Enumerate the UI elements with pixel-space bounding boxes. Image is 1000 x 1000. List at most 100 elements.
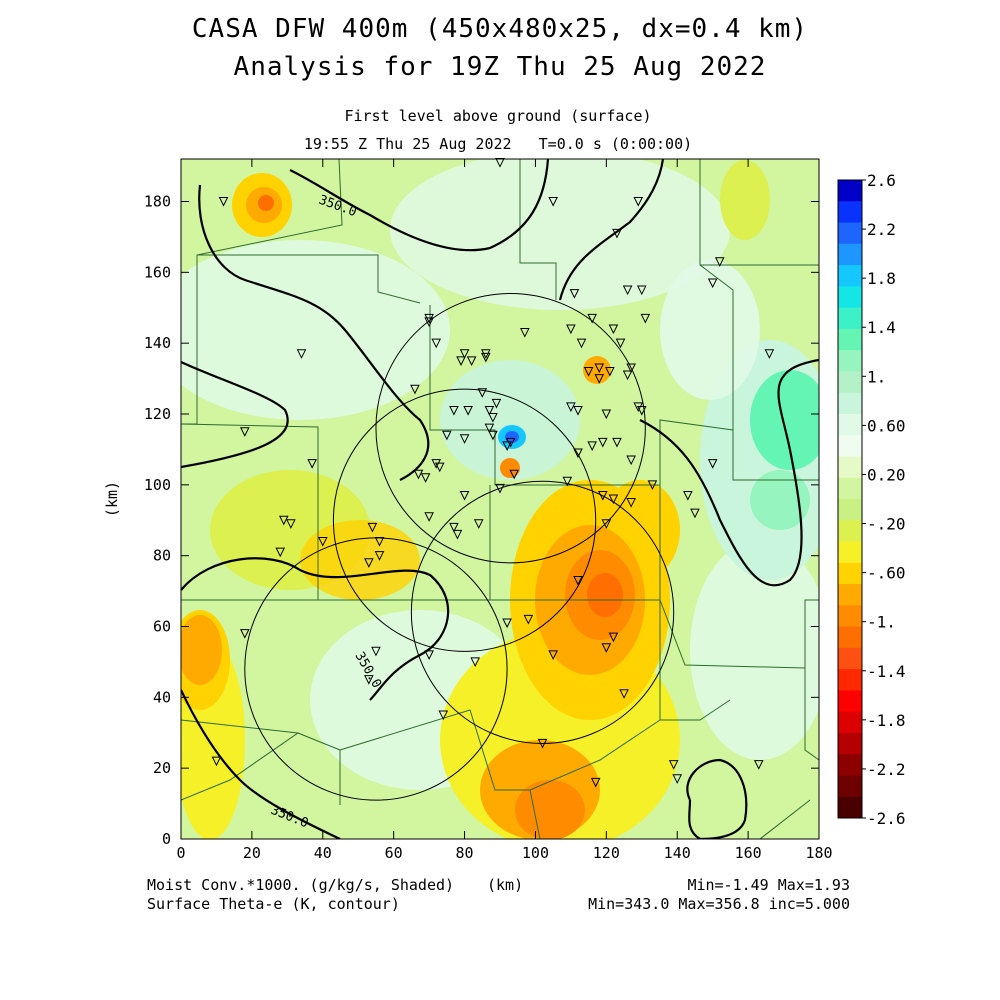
radar-ring [375, 292, 646, 564]
colorbar-swatch [838, 562, 862, 585]
y-tick-label: 20 [153, 759, 171, 777]
station-marker [636, 285, 647, 296]
station-marker [622, 285, 633, 296]
station-marker [608, 324, 619, 335]
colorbar-label: -1.4 [867, 662, 906, 681]
station-marker [587, 313, 597, 324]
station-marker [374, 551, 385, 561]
station-marker [608, 632, 619, 643]
station-marker [612, 228, 622, 239]
convergence-shading [181, 159, 819, 839]
station-marker [364, 558, 374, 568]
station-marker [605, 367, 615, 377]
shaded-range: Min=-1.49 Max=1.93 [687, 876, 850, 894]
y-tick-label: 100 [144, 476, 171, 494]
colorbar-swatch [838, 413, 862, 436]
x-tick-label: 20 [243, 844, 261, 862]
colorbar-swatch [838, 201, 862, 224]
colorbar-label: 2.6 [867, 171, 896, 190]
colorbar-swatch [838, 754, 862, 776]
colorbar-label: 0.60 [867, 416, 906, 435]
colorbar-swatch [838, 796, 862, 819]
colorbar-label: 1.4 [867, 318, 896, 337]
colorbar-swatch [838, 371, 862, 394]
y-tick-label: 80 [153, 547, 171, 565]
station-marker [622, 370, 633, 381]
station-marker [587, 441, 597, 451]
station-marker [367, 522, 378, 533]
station-marker [449, 405, 459, 416]
y-tick-label: 140 [144, 334, 171, 352]
colorbar-swatch [838, 690, 862, 713]
station-marker [239, 629, 250, 639]
station-marker [491, 398, 502, 409]
station-marker [562, 476, 573, 487]
station-marker [548, 650, 558, 660]
station-marker [594, 374, 605, 384]
radar-ring [410, 480, 675, 744]
station-marker [286, 519, 296, 529]
station-marker [410, 384, 420, 395]
colorbar-swatch [838, 307, 862, 330]
station-marker [459, 434, 470, 444]
colorbar-swatch [838, 732, 862, 755]
colorbar-label: -1. [867, 613, 896, 632]
station-marker [523, 614, 534, 625]
station-marker [597, 490, 608, 501]
station-marker [275, 547, 286, 558]
station-marker [470, 657, 480, 668]
station-marker [601, 643, 612, 653]
x-tick-label: 100 [522, 844, 549, 862]
station-marker [434, 462, 445, 473]
station-marker [211, 756, 222, 767]
colorbar-swatch [838, 456, 862, 479]
station-marker [573, 405, 583, 416]
station-marker [509, 469, 519, 480]
colorbar-swatch [838, 541, 862, 564]
y-tick-label: 40 [153, 688, 171, 706]
station-marker [569, 289, 580, 299]
x-tick-label: 0 [176, 844, 185, 862]
station-marker [566, 324, 576, 335]
station-marker [590, 777, 601, 788]
colorbar-label: -.20 [867, 515, 906, 534]
colorbar-label: -1.8 [867, 711, 906, 730]
station-marker [566, 402, 576, 413]
colorbar-swatch [838, 180, 862, 202]
station-marker [672, 774, 683, 784]
y-tick-label: 120 [144, 405, 171, 423]
station-marker [239, 427, 250, 437]
station-marker [488, 413, 498, 423]
colorbar-label: 0.20 [867, 465, 906, 484]
colorbar-swatch [838, 647, 862, 670]
station-marker [548, 197, 558, 207]
level-label: First level above ground (surface) [344, 107, 652, 125]
colorbar-label: 1. [867, 367, 886, 386]
station-marker [442, 430, 452, 441]
station-marker [438, 710, 449, 721]
colorbar-label: 2.2 [867, 220, 896, 239]
station-marker [640, 313, 651, 324]
station-marker [615, 338, 626, 349]
x-tick-label: 180 [805, 844, 832, 862]
station-marker [537, 738, 548, 749]
station-marker [753, 760, 764, 770]
station-marker [619, 689, 629, 699]
x-tick-label: 60 [385, 844, 403, 862]
x-axis: 0 20 40 60 80 100 120 140 160 180 [176, 159, 833, 862]
plot-frame [180, 158, 820, 840]
colorbar-swatch [838, 669, 862, 691]
field-description-shaded: Moist Conv.*1000. (g/kg/s, Shaded) [147, 876, 455, 894]
x-tick-label: 40 [314, 844, 332, 862]
station-marker [576, 338, 587, 349]
theta-e-contours [181, 159, 819, 839]
colorbar-label: -.60 [867, 564, 906, 583]
station-marker [463, 405, 473, 416]
station-marker [597, 437, 608, 448]
station-marker [502, 618, 512, 629]
station-marker [647, 480, 658, 490]
colorbar-swatch [838, 286, 862, 309]
y-tick-label: 60 [153, 618, 171, 636]
station-marker [317, 537, 328, 547]
